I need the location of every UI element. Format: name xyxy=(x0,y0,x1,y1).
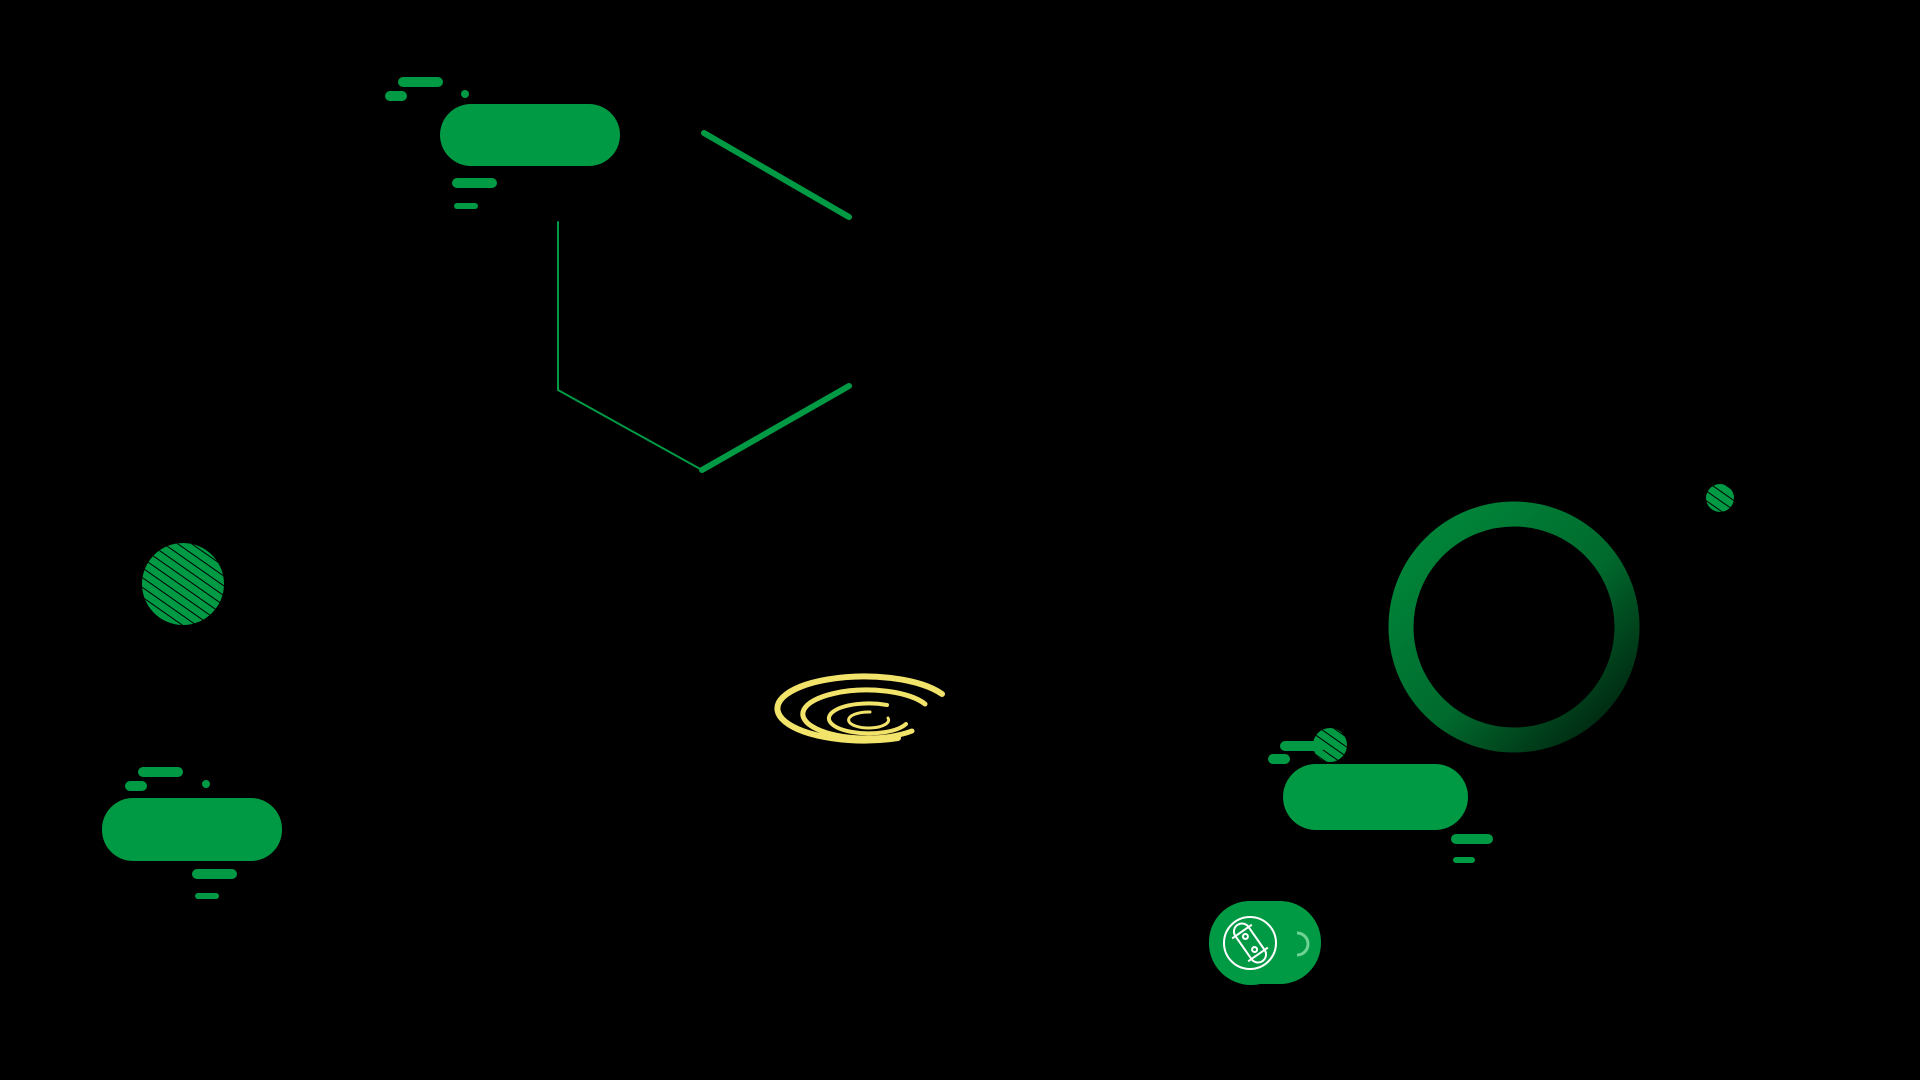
hexagon-outline-icon xyxy=(557,130,852,473)
pill-group-right xyxy=(1268,728,1493,863)
skateboard-icon xyxy=(1223,916,1277,970)
spiral-icon xyxy=(774,673,945,744)
pill-group-top xyxy=(385,77,620,209)
dash-mark xyxy=(195,893,219,899)
rounded-pill-icon xyxy=(102,798,282,861)
ring-icon xyxy=(1388,501,1640,753)
dash-mark xyxy=(385,91,407,101)
dash-mark xyxy=(192,869,237,879)
hatched-circle-icon xyxy=(142,543,224,625)
pill-group-bottom-left xyxy=(102,767,282,899)
skateboard-badge xyxy=(1209,901,1321,985)
dash-mark xyxy=(125,781,147,791)
dash-mark xyxy=(454,203,478,209)
hatched-circle-icon xyxy=(1313,728,1347,762)
dash-mark xyxy=(1453,857,1475,863)
dash-mark xyxy=(138,767,183,777)
dash-mark xyxy=(1451,834,1493,844)
dash-mark xyxy=(452,178,497,188)
hatched-circle-icon xyxy=(1706,484,1734,512)
dash-mark xyxy=(398,77,443,87)
badge-circle xyxy=(1209,901,1293,985)
dot-mark xyxy=(461,90,469,98)
rounded-pill-icon xyxy=(440,104,620,166)
rounded-pill-icon xyxy=(1283,764,1468,830)
dot-mark xyxy=(202,780,210,788)
arc-mark xyxy=(1296,931,1310,957)
dash-mark xyxy=(1280,741,1325,751)
dash-mark xyxy=(1268,754,1290,764)
